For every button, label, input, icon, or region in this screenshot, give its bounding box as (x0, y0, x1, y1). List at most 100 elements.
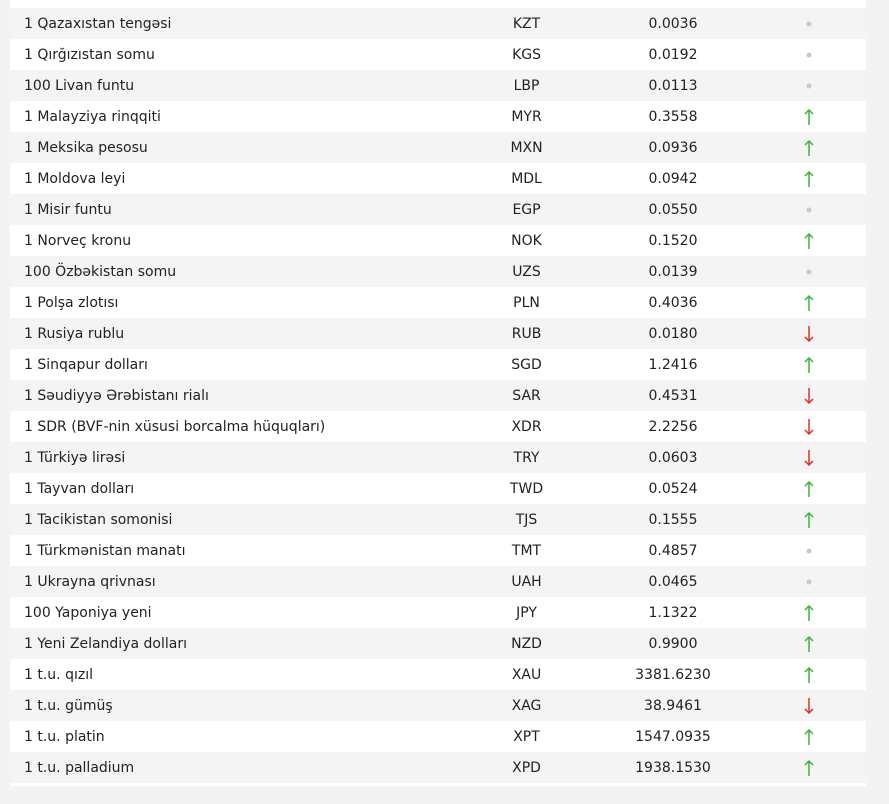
trend-icon (804, 449, 814, 466)
trend-icon (804, 697, 814, 714)
currency-code: TWD (509, 480, 544, 497)
trend-icon (804, 356, 814, 373)
trend-arrow (804, 356, 814, 373)
trend-arrow (804, 666, 814, 683)
rate: 0.1520 (648, 232, 698, 249)
trend-cell (752, 318, 866, 349)
rate: 0.0936 (648, 139, 698, 156)
rate: 0.0465 (648, 573, 698, 590)
currency-name: 1 Moldova leyi (24, 170, 126, 187)
currency-name: 1 Səudiyyə Ərəbistanı rialı (24, 387, 209, 404)
currency-name: 1 Ukrayna qrivnası (24, 573, 156, 590)
trend-arrow (804, 449, 814, 466)
trend-arrow (804, 108, 814, 125)
rate: 0.1555 (648, 511, 698, 528)
currency-name: 1 Malayziya rinqqiti (24, 108, 161, 125)
trend-cell (752, 380, 866, 411)
rate-row: 1 Misir funtu EGP 0.0550 (10, 194, 866, 225)
currency-code: KZT (512, 15, 541, 32)
trend-cell (752, 39, 866, 70)
currency-code: PLN (513, 294, 540, 311)
trend-icon (806, 269, 812, 274)
trend-arrow (804, 635, 814, 652)
rates-table: 1 Qazaxıstan tengəsi KZT 0.0036 1 Qırğızıst… (10, 8, 866, 783)
trend-cell (752, 721, 866, 752)
trend-arrow (804, 418, 814, 435)
currency-code: EGP (512, 201, 541, 218)
trend-icon (806, 83, 812, 88)
rate-row: 1 Malayziya rinqqiti MYR 0.3558 (10, 101, 866, 132)
rate-row: 1 Norveç kronu NOK 0.1520 (10, 225, 866, 256)
trend-cell (752, 473, 866, 504)
currency-code: TMT (511, 542, 542, 559)
currency-code: MXN (510, 139, 543, 156)
rate-row: 1 Səudiyyə Ərəbistanı rialı SAR 0.4531 (10, 380, 866, 411)
rate: 2.2256 (648, 418, 698, 435)
currency-code: TRY (513, 449, 540, 466)
currency-name: 100 Yaponiya yeni (24, 604, 152, 621)
rate-row: 1 Qazaxıstan tengəsi KZT 0.0036 (10, 8, 866, 39)
currency-name: 100 Livan funtu (24, 77, 135, 94)
trend-arrow (804, 728, 814, 745)
currency-name: 1 Yeni Zelandiya dolları (24, 635, 187, 652)
currency-name: 1 Norveç kronu (24, 232, 132, 249)
rate-row: 1 Yeni Zelandiya dolları NZD 0.9900 (10, 628, 866, 659)
rate: 0.9900 (648, 635, 698, 652)
currency-name: 1 t.u. gümüş (24, 697, 113, 714)
trend-arrow (804, 294, 814, 311)
currency-name: 1 Polşa zlotısı (24, 294, 119, 311)
currency-name: 1 Sinqapur dolları (24, 356, 148, 373)
trend-cell (752, 566, 866, 597)
rate: 0.0139 (648, 263, 698, 280)
trend-cell (752, 8, 866, 39)
rate: 1938.1530 (635, 759, 711, 776)
trend-arrow (804, 604, 814, 621)
trend-cell (752, 690, 866, 721)
rate: 0.0942 (648, 170, 698, 187)
trend-arrow (804, 170, 814, 187)
rate: 0.0550 (648, 201, 698, 218)
trend-icon (804, 511, 814, 528)
trend-icon (806, 548, 812, 553)
currency-name: 100 Özbəkistan somu (24, 263, 177, 280)
trend-cell (752, 163, 866, 194)
rate-row: 1 Sinqapur dolları SGD 1.2416 (10, 349, 866, 380)
rate-row: 1 Ukrayna qrivnası UAH 0.0465 (10, 566, 866, 597)
currency-code: MDL (511, 170, 542, 187)
currency-code: XPT (513, 728, 540, 745)
trend-icon (804, 387, 814, 404)
currency-name: 1 Tacikistan somonisi (24, 511, 173, 528)
trend-cell (752, 132, 866, 163)
currency-name: 1 SDR (BVF-nin xüsusi borcalma hüquqları… (24, 418, 326, 435)
currency-code: KGS (512, 46, 541, 63)
trend-cell (752, 349, 866, 380)
rate-row: 1 Tayvan dolları TWD 0.0524 (10, 473, 866, 504)
rate: 3381.6230 (635, 666, 711, 683)
trend-icon (804, 418, 814, 435)
currency-code: SGD (511, 356, 542, 373)
currency-name: 1 Misir funtu (24, 201, 112, 218)
trend-arrow (804, 387, 814, 404)
trend-cell (752, 628, 866, 659)
trend-cell (752, 535, 866, 566)
trend-cell (752, 442, 866, 473)
rate: 0.0603 (648, 449, 698, 466)
trend-dot (806, 207, 812, 212)
trend-icon (804, 666, 814, 683)
currency-code: TJS (515, 511, 538, 528)
trend-arrow (804, 480, 814, 497)
rate-row: 1 Rusiya rublu RUB 0.0180 (10, 318, 866, 349)
trend-icon (804, 232, 814, 249)
rate: 0.0180 (648, 325, 698, 342)
rate: 1.1322 (648, 604, 698, 621)
rate: 0.4857 (648, 542, 698, 559)
trend-cell (752, 597, 866, 628)
currency-code: SAR (512, 387, 541, 404)
currency-code: LBP (513, 77, 540, 94)
trend-icon (804, 325, 814, 342)
rate-row: 1 t.u. platin XPT 1547.0935 (10, 721, 866, 752)
rate-row: 1 Moldova leyi MDL 0.0942 (10, 163, 866, 194)
rate: 1.2416 (648, 356, 698, 373)
rate: 0.0036 (648, 15, 698, 32)
